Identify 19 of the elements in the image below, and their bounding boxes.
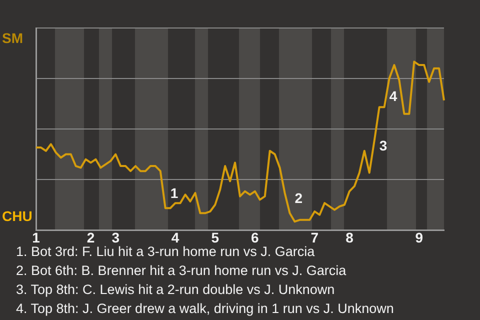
text: 4. Top 8th: J. Greer drew a walk, driving in 1 run vs J. Unknown bbox=[16, 300, 394, 318]
x-tick-label: 7 bbox=[310, 229, 319, 246]
x-tick-label: 9 bbox=[415, 229, 424, 246]
x-tick-label: 8 bbox=[346, 229, 354, 246]
x-tick-label: 5 bbox=[211, 229, 220, 246]
x-tick-label: 6 bbox=[251, 229, 260, 246]
text: 1. Bot 3rd: F. Liu hit a 3-run home run vs J. Garcia bbox=[16, 244, 315, 259]
text: CHU bbox=[2, 208, 32, 224]
text: 3. Top 8th: C. Lewis hit a 2-run double vs J. Unknown bbox=[16, 281, 336, 299]
annotation: 3 bbox=[379, 138, 388, 154]
annotation: 2 bbox=[294, 190, 303, 206]
x-tick-label: 3 bbox=[112, 229, 120, 246]
text: SM bbox=[2, 30, 23, 46]
x-tick-label: 4 bbox=[171, 229, 180, 246]
annotation: 1 bbox=[170, 184, 178, 201]
text: 2. Bot 6th: B. Brenner hit a 3-run home run vs J. Garcia bbox=[16, 262, 348, 280]
annotation: 4 bbox=[389, 88, 398, 104]
x-tick-label: 2 bbox=[86, 229, 95, 246]
x-tick-label: 1 bbox=[32, 229, 40, 246]
